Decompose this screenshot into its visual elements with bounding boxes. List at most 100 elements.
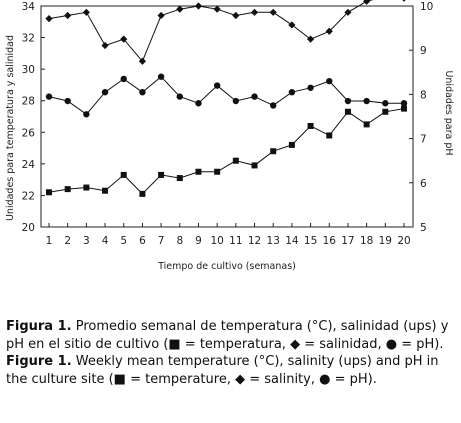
x-axis-label: Tiempo de cultivo (semanas) (157, 261, 296, 272)
x-tick-label: 17 (341, 235, 354, 247)
y-left-tick-label: 28 (22, 96, 35, 108)
salinity-point (213, 5, 221, 13)
temperature-point (64, 186, 71, 193)
ph-point (176, 93, 183, 100)
salinity-point (344, 8, 352, 16)
x-tick-label: 12 (248, 235, 261, 247)
ph-point (120, 75, 127, 83)
ph-point (232, 97, 240, 105)
ph-point (64, 97, 71, 105)
series-line-circle (48, 76, 404, 115)
caption-english-lead: Figure 1. (6, 354, 72, 369)
salinity-point (138, 57, 147, 65)
temperature-point (251, 162, 258, 169)
x-tick-label: 13 (267, 235, 280, 247)
y-left-tick-label: 20 (22, 222, 35, 234)
temperature-point (195, 168, 202, 175)
ph-point (270, 102, 277, 109)
ph-point (213, 82, 221, 89)
temperature-point (46, 189, 52, 196)
ph-point (139, 88, 146, 96)
temperature-point (176, 175, 183, 182)
salinity-point (269, 8, 277, 16)
ph-point (101, 88, 109, 96)
caption-english-text: Weekly mean temperature (°C), salinity (… (6, 354, 439, 387)
y-left-tick-label: 32 (22, 33, 35, 45)
salinity-point (176, 5, 184, 13)
y-right-tick-label: 5 (420, 222, 427, 234)
salinity-point (45, 15, 53, 23)
temperature-point (344, 108, 351, 115)
series-line-square (48, 108, 405, 195)
salinity-point (194, 2, 203, 10)
series-lines (48, 0, 405, 195)
caption-spanish-text: Promedio semanal de temperatura (°C), sa… (6, 319, 449, 352)
x-tick-label: 2 (64, 235, 71, 247)
ph-point (326, 77, 333, 85)
y-right-tick-label: 6 (420, 178, 427, 190)
ph-point (307, 84, 314, 91)
x-tick-label: 11 (229, 235, 242, 247)
x-tick-label: 9 (195, 235, 202, 247)
x-tick-label: 14 (285, 235, 299, 247)
figure-caption: Figura 1. Promedio semanal de temperatur… (6, 318, 458, 388)
temperature-point (139, 190, 146, 197)
ph-point (363, 97, 370, 105)
x-tick-label: 7 (158, 235, 165, 247)
y-left-tick-label: 34 (22, 1, 36, 13)
plot-frame (40, 5, 414, 228)
y-left-tick-label: 22 (22, 190, 35, 202)
temperature-point (382, 108, 389, 115)
y-left-tick-label: 24 (22, 159, 36, 171)
salinity-point (250, 8, 259, 16)
caption-spanish: Figura 1. Promedio semanal de temperatur… (6, 318, 458, 353)
temperature-point (270, 148, 277, 155)
salinity-point (64, 11, 72, 20)
temperature-point (307, 122, 314, 129)
x-tick-label: 5 (120, 235, 127, 247)
chart: 20 22 24 26 28 30 32 34 5 6 7 8 9 10 1 2 3 4 5 6 7 8 9 10 11 12 13… (5, 0, 454, 272)
x-tick-label: 8 (176, 235, 183, 247)
salinity-point (120, 35, 128, 43)
ph-point (45, 93, 53, 100)
temperature-point (232, 157, 239, 164)
ph-point (344, 97, 352, 105)
ph-point (157, 73, 165, 80)
temperature-point (158, 171, 165, 178)
ph-point (400, 100, 408, 107)
salinity-point (157, 11, 165, 20)
x-tick-label: 16 (323, 235, 337, 247)
ph-point (288, 88, 296, 96)
temperature-point (401, 105, 407, 112)
ph-point (195, 100, 202, 107)
salinity-point (363, 0, 371, 5)
salinity-point (232, 11, 240, 20)
y-left-tick-label: 30 (22, 64, 35, 76)
y-axis-right-label: Unidades para pH (443, 70, 454, 155)
salinity-point (325, 27, 333, 35)
salinity-point (306, 35, 315, 43)
temperature-point (214, 168, 221, 175)
y-axis-left-label: Unidades para temperatura y salinidad (5, 35, 16, 221)
temperature-point (288, 141, 295, 148)
x-tick-label: 15 (304, 235, 317, 247)
y-left-tick-label: 26 (22, 127, 36, 139)
y-right-tick-label: 9 (420, 45, 427, 57)
series-line-diamond (48, 0, 374, 63)
x-tick-label: 4 (102, 235, 109, 247)
ph-point (382, 100, 389, 107)
salinity-point (101, 41, 109, 50)
x-tick-label: 18 (360, 235, 373, 247)
x-tick-label: 1 (46, 235, 53, 247)
y-right-tick-label: 8 (420, 89, 427, 101)
ph-point (251, 93, 258, 100)
x-tick-label: 6 (139, 235, 146, 247)
y-right-tick-label: 10 (420, 1, 433, 13)
temperature-point (120, 171, 127, 178)
temperature-point (363, 121, 370, 128)
temperature-point (102, 187, 109, 194)
x-tick-label: 19 (379, 235, 392, 247)
x-tick-label: 10 (210, 235, 223, 247)
